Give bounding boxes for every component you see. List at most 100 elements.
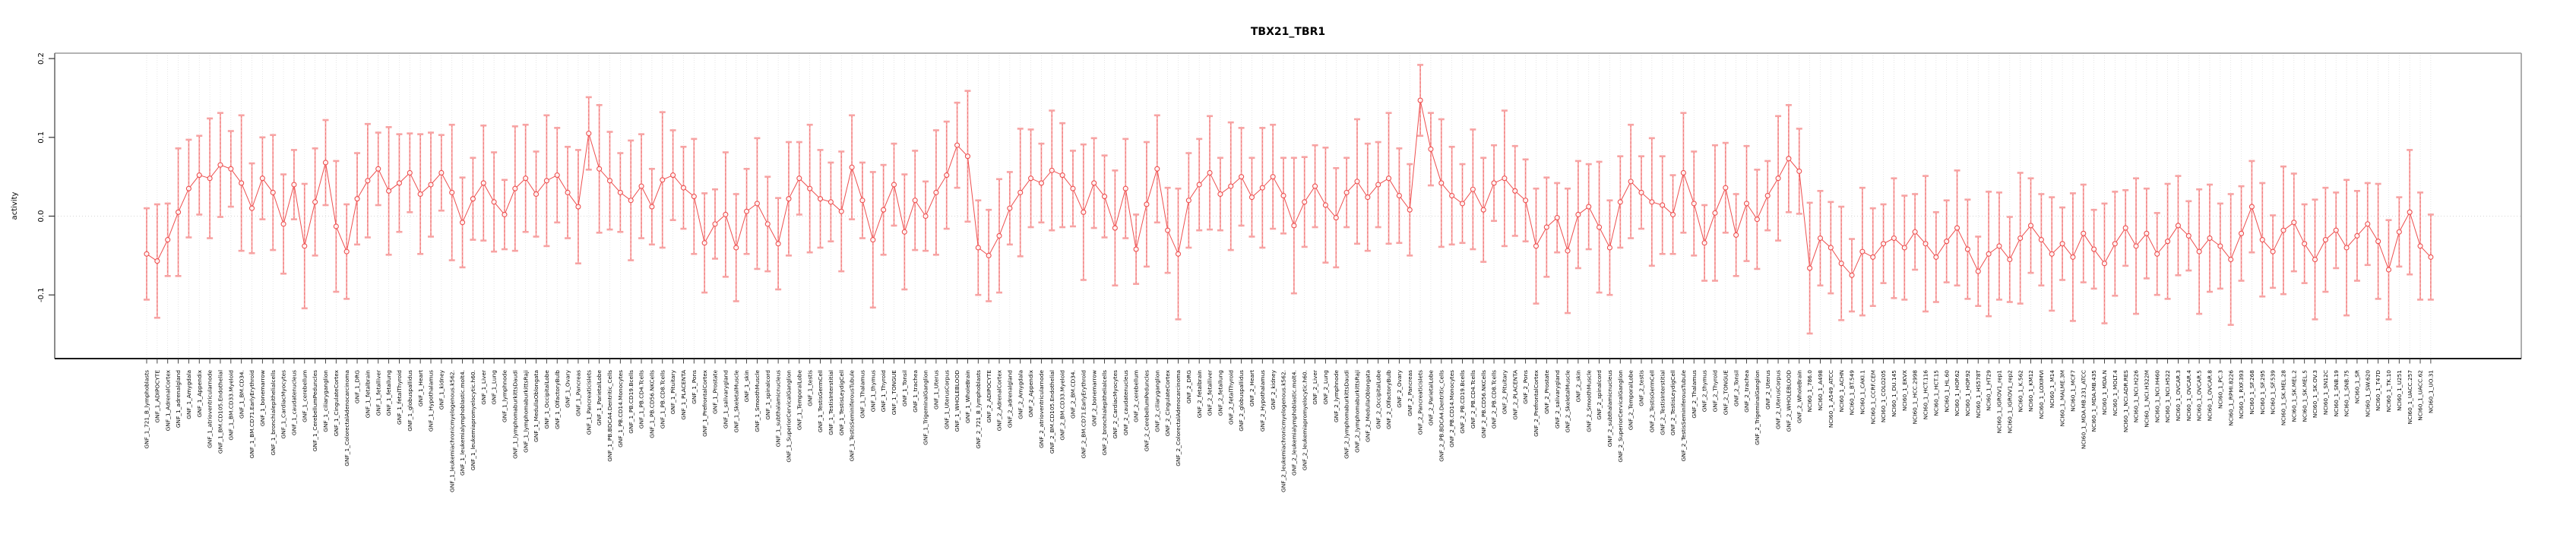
data-point [870, 237, 876, 243]
x-tick-label: GNF_2_spinalcord [1596, 370, 1603, 420]
data-point [1175, 251, 1182, 257]
data-point [1239, 174, 1245, 180]
data-point [470, 196, 476, 202]
x-tick-label: GNF_2_TestisSeminiferousTubule [1680, 370, 1687, 462]
x-tick-label: GNF_1_globuspallidus [407, 370, 413, 432]
data-point [912, 198, 918, 204]
x-tick-label: GNF_2_PB.CD19.Bcells [1459, 370, 1466, 434]
data-point [1586, 204, 1592, 210]
data-point [1743, 201, 1750, 207]
x-tick-label: GNF_1_leukemiachronicmyelogenous.k562. [448, 370, 455, 492]
x-tick-label: GNF_1_Amygdala [185, 370, 192, 419]
data-point [786, 196, 792, 202]
data-point [1954, 225, 1960, 231]
data-point [1764, 192, 1771, 199]
x-tick-label: GNF_1_Heart [417, 370, 424, 406]
x-tick-label: NCI60_1_NCI.H522 [2164, 370, 2171, 422]
x-tick-label: GNF_1_trachea [912, 370, 919, 413]
data-point [807, 185, 813, 191]
data-point [407, 169, 413, 176]
x-tick-label: NCI60_1_A549_ATCC [1828, 370, 1834, 428]
data-point [228, 166, 234, 172]
x-tick-label: GNF_1_salivarygland [722, 370, 729, 428]
x-tick-label: GNF_2_Tonsil [1733, 370, 1739, 406]
data-point [1038, 180, 1044, 186]
x-tick-label: NCI60_1_IGROV1_rep1 [1996, 370, 2003, 434]
x-tick-label: GNF_1_BM.CD34. [238, 370, 245, 419]
x-tick-label: GNF_1_kidney [438, 369, 445, 409]
x-tick-label: GNF_2_Pituitary [1502, 369, 1508, 414]
x-tick-label: NCI60_1_A498 [1817, 370, 1824, 411]
data-point [554, 172, 560, 179]
x-tick-label: GNF_1_PrefrontalCortex [701, 369, 708, 437]
data-point [775, 241, 781, 247]
data-point [417, 191, 423, 198]
data-point [396, 180, 402, 186]
data-point [2154, 251, 2160, 257]
data-point [185, 185, 191, 191]
x-tick-label: GNF_2_OlfactoryBulb [1385, 370, 1392, 429]
x-tick-label: GNF_1_Pancreas [575, 370, 582, 416]
data-point [543, 178, 549, 184]
data-point [1322, 202, 1328, 208]
x-tick-label: GNF_2_ColorectalAdenocarcinoma [1175, 370, 1182, 466]
data-point [986, 252, 992, 258]
data-point [975, 245, 981, 251]
data-point [1701, 240, 1707, 246]
x-tick-label: GNF_2_MedullaOblongata [1364, 370, 1371, 442]
data-point [1786, 156, 1792, 162]
data-point [1533, 243, 1540, 249]
x-tick-label: GNF_2_caudatenucleus [1122, 370, 1129, 435]
data-point [1554, 215, 1560, 221]
x-tick-label: GNF_1_WHOLEBLOOD [954, 370, 960, 432]
x-tick-label: GNF_2_Liver [1312, 369, 1318, 405]
data-point [2248, 204, 2255, 210]
x-tick-label: GNF_2_fetalbrain [1196, 370, 1203, 419]
x-tick-label: GNF_2_Thalamus [1691, 370, 1698, 419]
x-tick-label: GNF_1_WholeBrain [964, 370, 971, 423]
x-tick-label: GNF_2_721_B_lymphoblasts [975, 370, 982, 449]
data-point [1512, 188, 1518, 194]
x-tick-label: GNF_1_ADIPOCYTE [153, 370, 160, 423]
data-point [460, 220, 466, 226]
x-tick-label: NCI60_1_UO.31 [2427, 370, 2434, 413]
x-tick-label: GNF_2_BM.CD105.Endothelial [1049, 370, 1055, 454]
data-point [1870, 254, 1876, 260]
x-tick-label: GNF_1_BM.CD71.EarlyErythroid [248, 370, 255, 459]
data-point [2059, 241, 2065, 247]
x-tick-label: GNF_1_MedullaOblongata [533, 370, 540, 442]
x-tick-label: NCI60_1_SNB.19 [2333, 370, 2340, 417]
x-tick-label: GNF_2_trachea [1743, 370, 1750, 413]
x-tick-label: GNF_2_globuspallidus [1238, 370, 1245, 432]
x-tick-label: GNF_2_Pons [1522, 370, 1529, 404]
data-point [1964, 246, 1970, 252]
data-point [1302, 199, 1308, 205]
x-tick-label: GNF_2_ParietalLobe [1428, 370, 1435, 426]
y-tick-label: -0.1 [37, 287, 46, 302]
x-tick-label: GNF_2_OccipitalLobe [1375, 370, 1381, 429]
x-tick-label: NCI60_1_SK.MEL.5 [2301, 370, 2308, 422]
x-tick-label: GNF_1_PB.BDCA4.Dentritic_Cells [606, 370, 613, 462]
data-point [1933, 254, 1939, 260]
x-tick-label: NCI60_1_PC.3 [2217, 370, 2223, 409]
data-point [2343, 245, 2350, 251]
x-tick-label: NCI60_1_SR [2354, 370, 2361, 403]
data-point [597, 166, 603, 172]
x-tick-label: NCI60_1_LOXIMVI [2038, 370, 2045, 419]
data-point [1565, 248, 1571, 254]
data-point [1807, 265, 1813, 271]
x-tick-label: NCI60_1_SN12C [2322, 370, 2329, 415]
x-tick-label: GNF_1_TemporalLobe [796, 370, 802, 431]
x-tick-label: GNF_2_atrioventricularnode [1038, 370, 1045, 448]
data-point [2175, 223, 2181, 229]
data-point [2185, 232, 2191, 239]
x-tick-label: GNF_2_Appendix [1027, 369, 1034, 417]
data-point [933, 189, 939, 195]
data-point [1470, 186, 1476, 192]
x-tick-label: NCI60_1_CAKI.1 [1859, 370, 1866, 415]
data-point [1733, 232, 1739, 238]
data-point [1122, 185, 1128, 191]
x-tick-label: NCI60_1_HOP.92 [1964, 370, 1971, 416]
data-point [1196, 182, 1202, 188]
